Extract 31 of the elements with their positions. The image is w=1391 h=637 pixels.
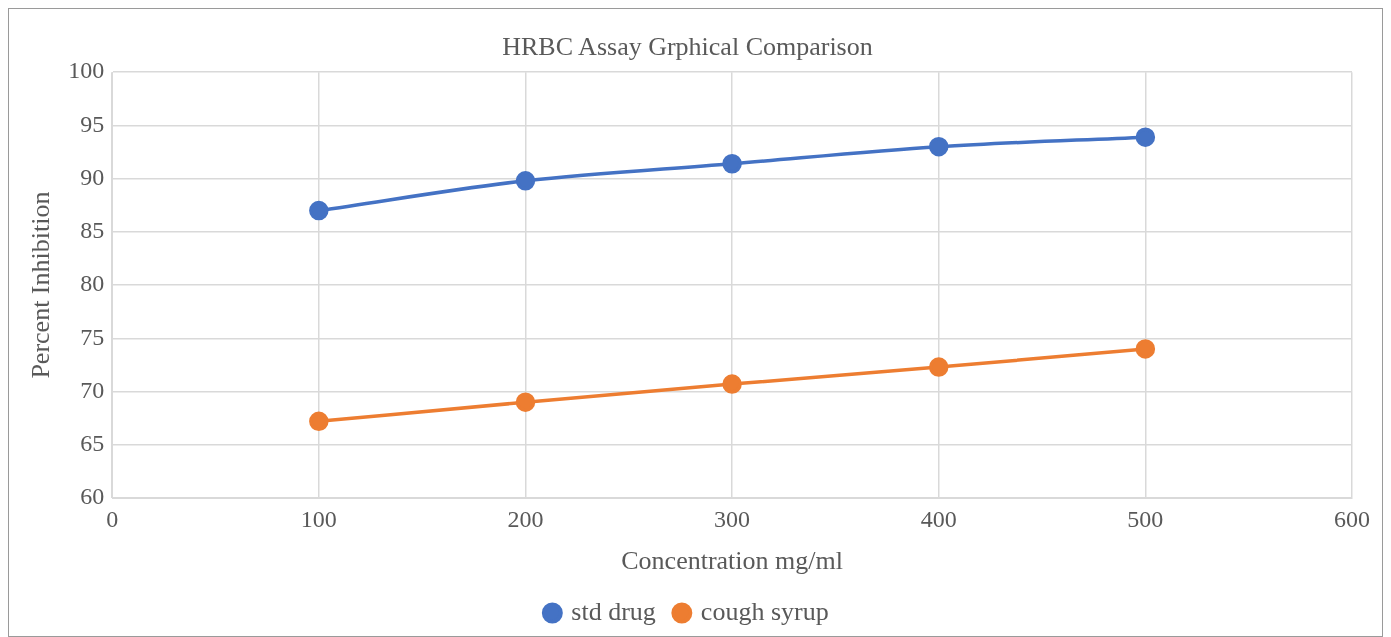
y-tick-label: 70 xyxy=(80,376,105,403)
y-tick-label: 90 xyxy=(80,163,105,190)
point xyxy=(722,154,742,174)
x-tick-label: 400 xyxy=(920,505,957,532)
point xyxy=(1135,339,1156,359)
chart-title: HRBC Assay Grphical Comparison xyxy=(502,32,873,62)
point xyxy=(309,411,329,432)
y-tick-label: 95 xyxy=(80,110,105,137)
y-tick-label: 85 xyxy=(80,217,105,244)
legend-label: std drug xyxy=(571,596,656,626)
x-tick-label: 600 xyxy=(1334,505,1370,532)
x-tick-label: 500 xyxy=(1127,505,1164,532)
y-tick-label: 75 xyxy=(80,323,105,350)
x-tick-label: 0 xyxy=(106,505,119,532)
point xyxy=(928,136,949,157)
x-tick-label: 300 xyxy=(714,505,751,532)
point xyxy=(1135,127,1156,147)
point xyxy=(928,357,949,377)
y-axis-title: Percent Inhibition xyxy=(26,191,56,379)
y-tick-label: 65 xyxy=(80,430,105,457)
x-axis-title: Concentration mg/ml xyxy=(621,546,843,576)
y-tick-label: 80 xyxy=(80,270,105,297)
point xyxy=(515,392,536,412)
point xyxy=(515,171,536,191)
y-tick-label: 60 xyxy=(80,483,105,510)
point xyxy=(309,200,329,221)
x-tick-label: 200 xyxy=(507,505,544,532)
x-tick-label: 100 xyxy=(300,505,337,532)
point xyxy=(722,374,742,394)
legend-label: cough syrup xyxy=(700,596,829,626)
y-tick-label: 100 xyxy=(68,57,105,84)
